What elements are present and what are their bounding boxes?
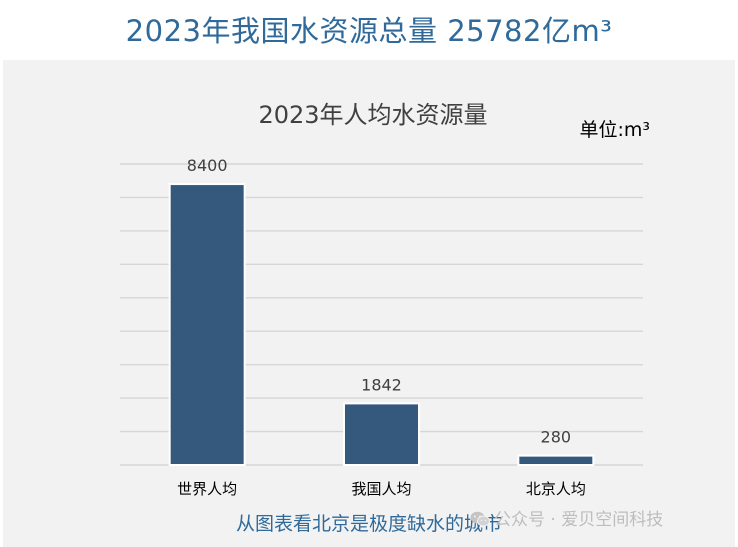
bar-2 <box>343 402 420 466</box>
chart-caption: 从图表看北京是极度缺水的城市 <box>235 513 502 535</box>
page-title: 2023年我国水资源总量 25782亿m³ <box>125 14 613 48</box>
bar-3 <box>517 454 595 467</box>
x-axis-labels: 世界人均 我国人均 北京人均 <box>177 480 586 498</box>
watermark: 公众号 · 爱贝空间科技 <box>470 505 663 530</box>
data-labels: 8400 1842 280 <box>187 156 571 447</box>
bars <box>168 183 595 467</box>
x-tick-label-2: 我国人均 <box>351 480 411 498</box>
chart-title: 2023年人均水资源量 <box>258 101 487 129</box>
x-tick-label-3: 北京人均 <box>526 480 586 498</box>
watermark-text: 公众号 · 爱贝空间科技 <box>494 510 664 530</box>
chart-panel: 2023年人均水资源量 单位:m³ 8400 1842 280 世界人均 我国人均 北京… <box>3 60 735 547</box>
bar-chart: 2023年人均水资源量 单位:m³ 8400 1842 280 世界人均 我国人均 北京… <box>120 101 650 498</box>
x-tick-label-1: 世界人均 <box>177 480 237 498</box>
bar-1 <box>168 183 246 466</box>
wechat-icon <box>470 511 490 527</box>
data-label-1: 8400 <box>187 156 228 175</box>
data-label-3: 280 <box>541 428 572 447</box>
unit-label: 单位:m³ <box>579 119 650 141</box>
data-label-2: 1842 <box>361 375 402 394</box>
